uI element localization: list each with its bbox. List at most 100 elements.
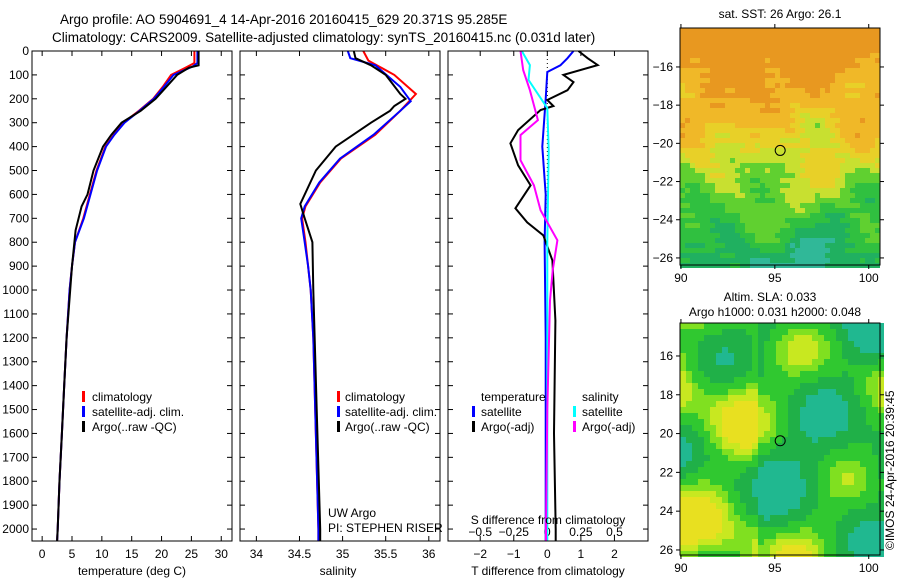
map-cell	[845, 113, 850, 118]
map-cell	[725, 248, 730, 253]
map-cell	[770, 253, 775, 258]
map-cell	[765, 108, 770, 113]
map-cell	[782, 359, 788, 365]
map-cell	[845, 108, 850, 113]
map-cell	[820, 113, 825, 118]
map-cell	[734, 389, 740, 395]
map-cell	[845, 203, 850, 208]
map-cell	[812, 545, 818, 551]
map-cell	[735, 103, 740, 108]
map-cell	[854, 431, 860, 437]
map-cell	[720, 38, 725, 43]
map-cell	[830, 353, 836, 359]
series-line-t-argo-adj-	[509, 50, 601, 541]
map-cell	[710, 228, 715, 233]
map-cell	[788, 323, 794, 329]
map-cell	[715, 153, 720, 158]
map-cell	[705, 133, 710, 138]
map-cell	[794, 539, 800, 545]
map-cell	[704, 413, 710, 419]
map-cell	[855, 168, 860, 173]
map-cell	[722, 551, 728, 557]
map-cell	[760, 173, 765, 178]
map-cell	[800, 359, 806, 365]
legend-swatch-s-satellite	[573, 406, 576, 417]
map-cell	[734, 395, 740, 401]
map-cell	[740, 48, 745, 53]
x2-tick-label: 0.25	[569, 525, 593, 539]
y-tick-label: 1900	[2, 498, 29, 512]
map-cell	[800, 128, 805, 133]
map-cell	[866, 353, 872, 359]
map-cell	[755, 238, 760, 243]
map-cell	[698, 527, 704, 533]
map-cell	[735, 193, 740, 198]
map-cell	[750, 53, 755, 58]
map-cell	[735, 28, 740, 33]
map-cell	[752, 515, 758, 521]
map-cell	[710, 425, 716, 431]
map-cell	[830, 48, 835, 53]
map-cell	[760, 93, 765, 98]
map-cell	[785, 183, 790, 188]
map-cell	[746, 419, 752, 425]
map-cell	[866, 473, 872, 479]
map-cell	[734, 365, 740, 371]
map-cell	[818, 335, 824, 341]
map-cell	[746, 413, 752, 419]
argo-location-marker	[774, 435, 786, 447]
map-cell	[795, 113, 800, 118]
map-cell	[866, 521, 872, 527]
map-cell	[695, 188, 700, 193]
map-cell	[820, 128, 825, 133]
map-cell	[734, 485, 740, 491]
map-cell	[775, 48, 780, 53]
map-cell	[705, 53, 710, 58]
map-cell	[860, 38, 865, 43]
map-cell	[836, 539, 842, 545]
map-cell	[865, 163, 870, 168]
map-cell	[780, 73, 785, 78]
map-cell	[860, 213, 865, 218]
map-cell	[735, 213, 740, 218]
map-cell	[705, 118, 710, 123]
map-cell	[850, 173, 855, 178]
map-cell	[745, 208, 750, 213]
map-cell	[865, 58, 870, 63]
map-cell	[705, 168, 710, 173]
map-cell	[680, 383, 686, 389]
map-cell	[770, 128, 775, 133]
map-cell	[704, 431, 710, 437]
map-cell	[685, 203, 690, 208]
map-cell	[740, 545, 746, 551]
map-cell	[875, 248, 880, 253]
map-cell	[820, 138, 825, 143]
map-cell	[820, 238, 825, 243]
map-cell	[715, 193, 720, 198]
map-cell	[825, 203, 830, 208]
map-cell	[840, 183, 845, 188]
map-cell	[730, 208, 735, 213]
map-cell	[825, 193, 830, 198]
map-cell	[860, 335, 866, 341]
map-cell	[735, 163, 740, 168]
map-cell	[750, 178, 755, 183]
map-cell	[835, 118, 840, 123]
map-cell	[685, 143, 690, 148]
map-cell	[848, 521, 854, 527]
map-cell	[855, 63, 860, 68]
map-cell	[710, 43, 715, 48]
map-cell	[775, 173, 780, 178]
map-cell	[872, 479, 878, 485]
map-cell	[710, 193, 715, 198]
map-cell	[875, 123, 880, 128]
map-cell	[728, 425, 734, 431]
map-cell	[830, 108, 835, 113]
map-cell	[760, 28, 765, 33]
map-cell	[800, 63, 805, 68]
map-cell	[705, 208, 710, 213]
map-cell	[705, 93, 710, 98]
map-cell	[825, 243, 830, 248]
map-cell	[770, 455, 776, 461]
map-cell	[695, 233, 700, 238]
